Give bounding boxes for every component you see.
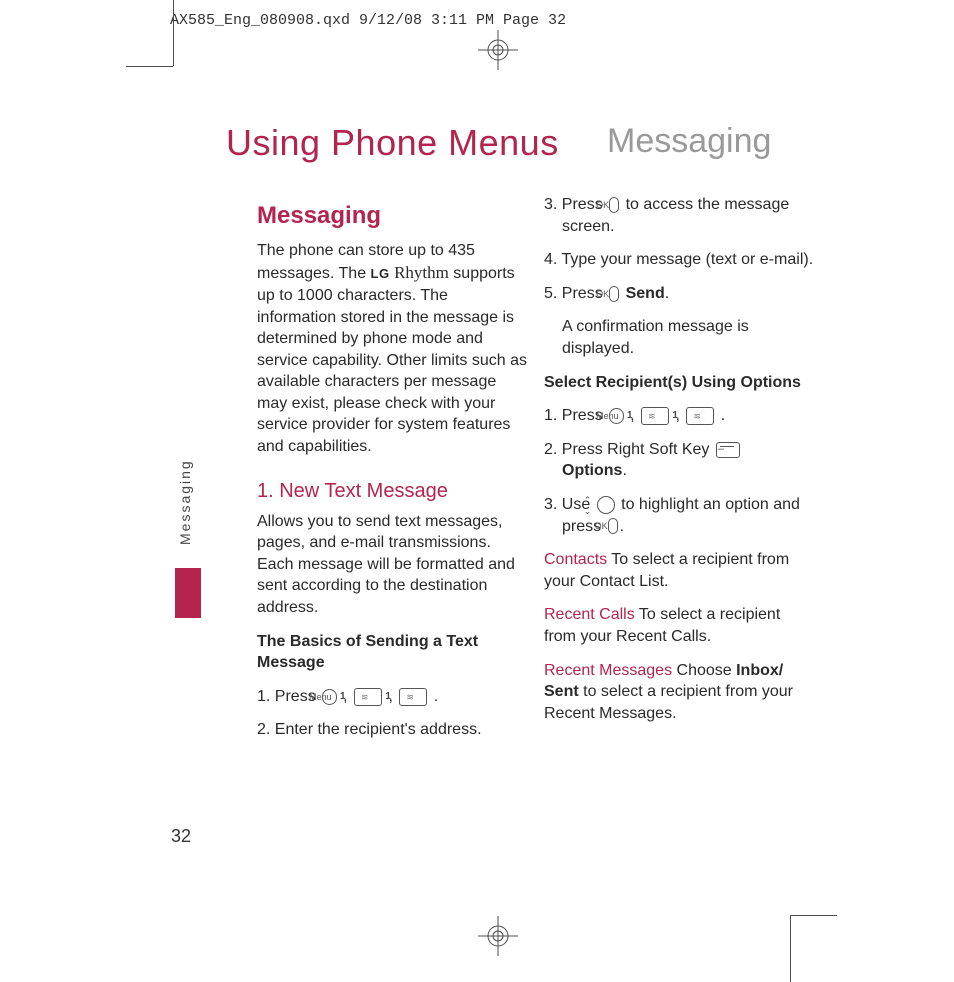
section-heading: Messaging	[257, 200, 529, 232]
side-tab-label: Messaging	[177, 459, 193, 545]
recent-calls-option: Recent Calls To select a recipient from …	[544, 604, 816, 647]
text: to select a recipient from your Recent M…	[544, 683, 793, 722]
menu-key-icon: Menu	[609, 408, 624, 424]
step-2: 2. Enter the recipient's address.	[257, 719, 529, 741]
r-step-3: 3. Use to highlight an option and press …	[544, 494, 816, 537]
recent-messages-option: Recent Messages Choose Inbox/ Sent to se…	[544, 660, 816, 725]
one-key-icon: 1	[399, 688, 427, 706]
page-title: Using Phone Menus	[226, 122, 559, 164]
term: Recent Calls	[544, 606, 635, 623]
ok-key-icon: OK	[608, 518, 618, 534]
one-key-icon: 1	[354, 688, 382, 706]
menu-key-icon: Menu	[322, 689, 337, 705]
step-1: 1. Press Menu , 1 , 1 .	[257, 686, 529, 708]
page-number: 32	[171, 826, 191, 847]
text: supports up to 1000 characters. The info…	[257, 265, 527, 455]
ok-key-icon: OK	[609, 286, 619, 302]
one-key-icon: 1	[641, 407, 669, 425]
registration-mark-icon	[478, 916, 518, 956]
term: Recent Messages	[544, 662, 672, 679]
printers-header: AX585_Eng_080908.qxd 9/12/08 3:11 PM Pag…	[170, 12, 566, 29]
right-column: 3. Press OK to access the message screen…	[544, 194, 816, 736]
text: .	[620, 518, 624, 535]
step-3: 3. Press OK to access the message screen…	[544, 194, 816, 237]
text: .	[665, 285, 669, 302]
options-label: Options	[562, 462, 622, 479]
step-5: 5. Press OK Send.	[544, 283, 816, 305]
crop-mark	[126, 66, 173, 67]
registration-mark-icon	[478, 30, 518, 70]
rhythm-logo-text: Rhythm	[394, 263, 449, 282]
text: .	[622, 462, 626, 479]
step-4: 4. Type your message (text or e-mail).	[544, 249, 816, 271]
crop-mark	[173, 0, 174, 66]
send-label: Send	[626, 285, 665, 302]
text: 2. Press Right Soft Key	[544, 441, 714, 458]
text: Choose	[672, 662, 736, 679]
nav-key-icon	[597, 496, 615, 514]
side-tab-bar	[175, 568, 201, 618]
one-key-icon: 1	[686, 407, 714, 425]
manual-page: AX585_Eng_080908.qxd 9/12/08 3:11 PM Pag…	[0, 0, 954, 982]
right-soft-key-icon	[716, 442, 740, 458]
select-recipients-heading: Select Recipient(s) Using Options	[544, 372, 816, 394]
crop-mark	[790, 916, 791, 982]
ok-key-icon: OK	[609, 197, 619, 213]
paragraph: Allows you to send text messages, pages,…	[257, 511, 529, 619]
lg-logo-text: LG	[371, 266, 390, 281]
r-step-1: 1. Press Menu , 1 , 1 .	[544, 405, 816, 427]
contacts-option: Contacts To select a recipient from your…	[544, 549, 816, 592]
step-5-note: A confirmation message is displayed.	[562, 316, 816, 359]
crop-mark	[790, 915, 837, 916]
term: Contacts	[544, 551, 607, 568]
intro-paragraph: The phone can store up to 435 messages. …	[257, 240, 529, 457]
subsection-heading: 1. New Text Message	[257, 478, 529, 505]
basics-heading: The Basics of Sending a Text Message	[257, 631, 529, 674]
r-step-2: 2. Press Right Soft Key Options.	[544, 439, 816, 482]
left-column: Messaging The phone can store up to 435 …	[257, 200, 529, 753]
page-subtitle: Messaging	[607, 122, 771, 161]
